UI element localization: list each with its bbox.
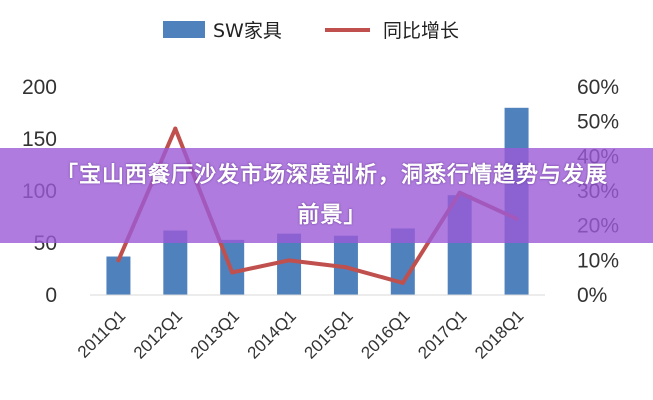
legend-label-bar: SW家具	[213, 20, 282, 42]
x-axis: 2011Q1 2012Q1 2013Q1 2014Q1 2015Q1 2016Q1 2017…	[74, 294, 545, 363]
chart-legend: SW家具 同比增长	[163, 20, 459, 42]
x-tick-2012Q1: 2012Q1	[130, 306, 186, 362]
x-tick-2016Q1: 2016Q1	[357, 306, 413, 362]
x-tick-2011Q1: 2011Q1	[74, 306, 129, 361]
y-right-tick: 50%	[577, 111, 619, 134]
y-right-tick: 0%	[577, 284, 607, 307]
legend-swatch-bar	[163, 21, 205, 38]
y-left-tick: 200	[22, 76, 57, 99]
growth-point-2015Q1	[343, 265, 348, 270]
growth-point-2014Q1	[287, 258, 292, 263]
title-banner: 「宝山西餐厅沙发市场深度剖析，洞悉行情趋势与发展前景」	[0, 148, 653, 243]
growth-point-2013Q1	[230, 270, 235, 275]
growth-point-2011Q1	[116, 258, 121, 263]
y-right-tick: 10%	[577, 249, 619, 272]
bar-2011Q1	[106, 256, 131, 295]
growth-point-2012Q1	[173, 126, 178, 131]
legend-label-line: 同比增长	[383, 20, 459, 42]
y-left-tick: 150	[22, 128, 57, 151]
x-tick-2015Q1: 2015Q1	[301, 306, 357, 362]
y-right-tick: 60%	[577, 76, 619, 99]
growth-point-2016Q1	[400, 280, 405, 285]
bar-2014Q1	[277, 233, 302, 295]
x-tick-2013Q1: 2013Q1	[187, 306, 243, 362]
y-left-tick: 0	[45, 284, 57, 307]
x-tick-2014Q1: 2014Q1	[244, 306, 300, 362]
x-tick-2017Q1: 2017Q1	[414, 306, 470, 362]
x-tick-2018Q1: 2018Q1	[471, 306, 527, 362]
banner-title: 「宝山西餐厅沙发市场深度剖析，洞悉行情趋势与发展前景」	[55, 163, 608, 228]
